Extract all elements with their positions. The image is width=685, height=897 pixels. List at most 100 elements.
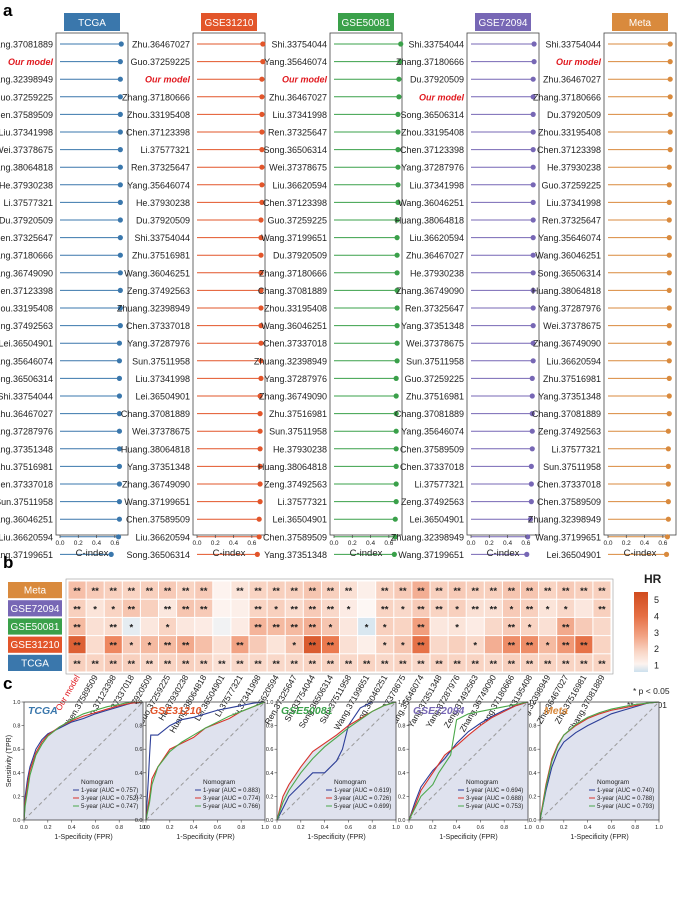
significance-mark: ** (91, 586, 99, 597)
model-label: Song.36506314 (0, 374, 53, 384)
heatmap-cell (303, 581, 321, 599)
heatmap-cell (231, 617, 249, 636)
significance-mark: * (383, 623, 387, 634)
significance-mark: ** (73, 641, 81, 652)
lollipop-dot (666, 411, 672, 417)
x-tick-label: 0.0 (466, 540, 475, 547)
model-label: Guo.37259225 (404, 374, 464, 384)
heatmap-cell (249, 654, 267, 672)
lollipop-dot (108, 551, 114, 558)
roc-legend-entry: 5-year (AUC = 0.766) (203, 804, 260, 810)
heatmap-cell (159, 617, 177, 636)
model-label: Li.37577321 (414, 480, 464, 490)
heatmap-cell (539, 636, 557, 654)
model-label: Lei.36504901 (546, 550, 601, 560)
model-label: Wang.37199651 (0, 550, 53, 560)
model-label: Huang.38064818 (0, 163, 53, 173)
significance-mark: ** (200, 604, 208, 615)
lollipop-dot (394, 217, 400, 223)
model-label: Zhou.33195408 (127, 110, 190, 120)
cohort-header (475, 13, 531, 31)
lollipop-dot (395, 182, 401, 188)
lollipop-dot (117, 199, 123, 205)
roc-panel-title: GSE50081 (281, 705, 333, 717)
roc-x-tick-label: 0.6 (92, 825, 100, 831)
model-label: Yang.37351348 (264, 550, 327, 560)
roc-y-tick-label: 0.4 (529, 771, 537, 777)
roc-y-tick-label: 0.0 (398, 818, 406, 824)
x-tick-label: 0.4 (92, 540, 101, 547)
lollipop-panel-gse50081: GSE50081 Shi.33754044 Yang.35646074 Our mod… (254, 13, 404, 560)
model-label: Wei.37378675 (269, 163, 327, 173)
heatmap-cell (195, 581, 213, 599)
significance-mark: ** (580, 641, 588, 652)
lollipop-dot (525, 534, 531, 540)
heatmap-cell (104, 636, 122, 654)
lollipop-dot (117, 76, 123, 82)
significance-mark: ** (472, 586, 480, 597)
roc-x-tick-label: 0.0 (536, 825, 544, 831)
heatmap-cell (249, 636, 267, 654)
heatmap-cell (376, 581, 394, 599)
model-label: Zhang.36749090 (0, 268, 53, 278)
significance-mark: ** (562, 623, 570, 634)
roc-legend-entry: 1-year (AUC = 0.883) (203, 788, 260, 794)
heatmap-cell (448, 581, 466, 599)
model-label: Yang.35646074 (401, 427, 464, 437)
roc-legend-entry: 3-year (AUC = 0.688) (466, 796, 523, 802)
lollipop-dot (257, 393, 263, 399)
lollipop-dot (528, 481, 534, 487)
model-label: Chen.37337018 (0, 480, 53, 490)
roc-frame (539, 701, 660, 821)
lollipop-dot (530, 305, 536, 311)
roc-x-tick-label: 0.2 (44, 825, 52, 831)
heatmap-cell (213, 617, 231, 636)
heatmap-cell (213, 654, 231, 672)
significance-mark: ** (110, 659, 118, 670)
lollipop-dot (666, 182, 672, 188)
significance-mark: ** (598, 659, 606, 670)
heatmap-cell (412, 599, 430, 617)
model-label: Liu.37341998 (272, 110, 327, 120)
heatmap-cell (521, 617, 539, 636)
model-label: Zhuang.32398949 (254, 356, 327, 366)
roc-x-tick-label: 0.6 (608, 825, 616, 831)
heatmap-cell (231, 654, 249, 672)
heatmap-cell (68, 636, 86, 654)
significance-mark: ** (598, 586, 606, 597)
lollipop-dot (117, 129, 123, 135)
heatmap-cell (122, 581, 140, 599)
roc-x-tick-label: 0.2 (560, 825, 568, 831)
x-tick-label: 0.0 (329, 540, 338, 547)
roc-panel-title: TCGA (28, 705, 58, 717)
model-label: Yang.35646074 (127, 180, 190, 190)
model-label: Li.37577321 (277, 497, 327, 507)
significance-mark: ** (435, 604, 443, 615)
significance-mark: ** (309, 659, 317, 670)
lollipop-dot (394, 340, 400, 346)
heatmap-cell (68, 617, 86, 636)
heatmap-cell (430, 636, 448, 654)
lollipop-dot (260, 59, 266, 65)
lollipop-panel-meta: Meta Shi.33754044 Our model Zhu.36467027 Zha… (528, 13, 677, 560)
roc-x-tick-label: 1.0 (392, 825, 400, 831)
model-label: Zeng.37492563 (0, 321, 53, 331)
heatmap-cell (412, 617, 430, 636)
heatmap-frame (65, 578, 614, 675)
significance-mark: ** (598, 604, 606, 615)
lollipop-dot (394, 252, 400, 258)
significance-mark: * (546, 604, 550, 615)
model-label: He.37930238 (547, 163, 601, 173)
lollipop-dot (116, 499, 123, 505)
lollipop-dot (258, 358, 264, 364)
significance-mark: ** (327, 641, 335, 652)
model-label: Shi.33754044 (271, 40, 327, 50)
lollipop-dot (530, 182, 536, 188)
lollipop-dot (530, 252, 536, 258)
heatmap-cell (104, 581, 122, 599)
heatmap-cell (267, 617, 285, 636)
roc-x-tick-label: 0.0 (273, 825, 281, 831)
lollipop-dot (530, 323, 536, 329)
heatmap-cell (448, 654, 466, 672)
heatmap-cell (430, 654, 448, 672)
